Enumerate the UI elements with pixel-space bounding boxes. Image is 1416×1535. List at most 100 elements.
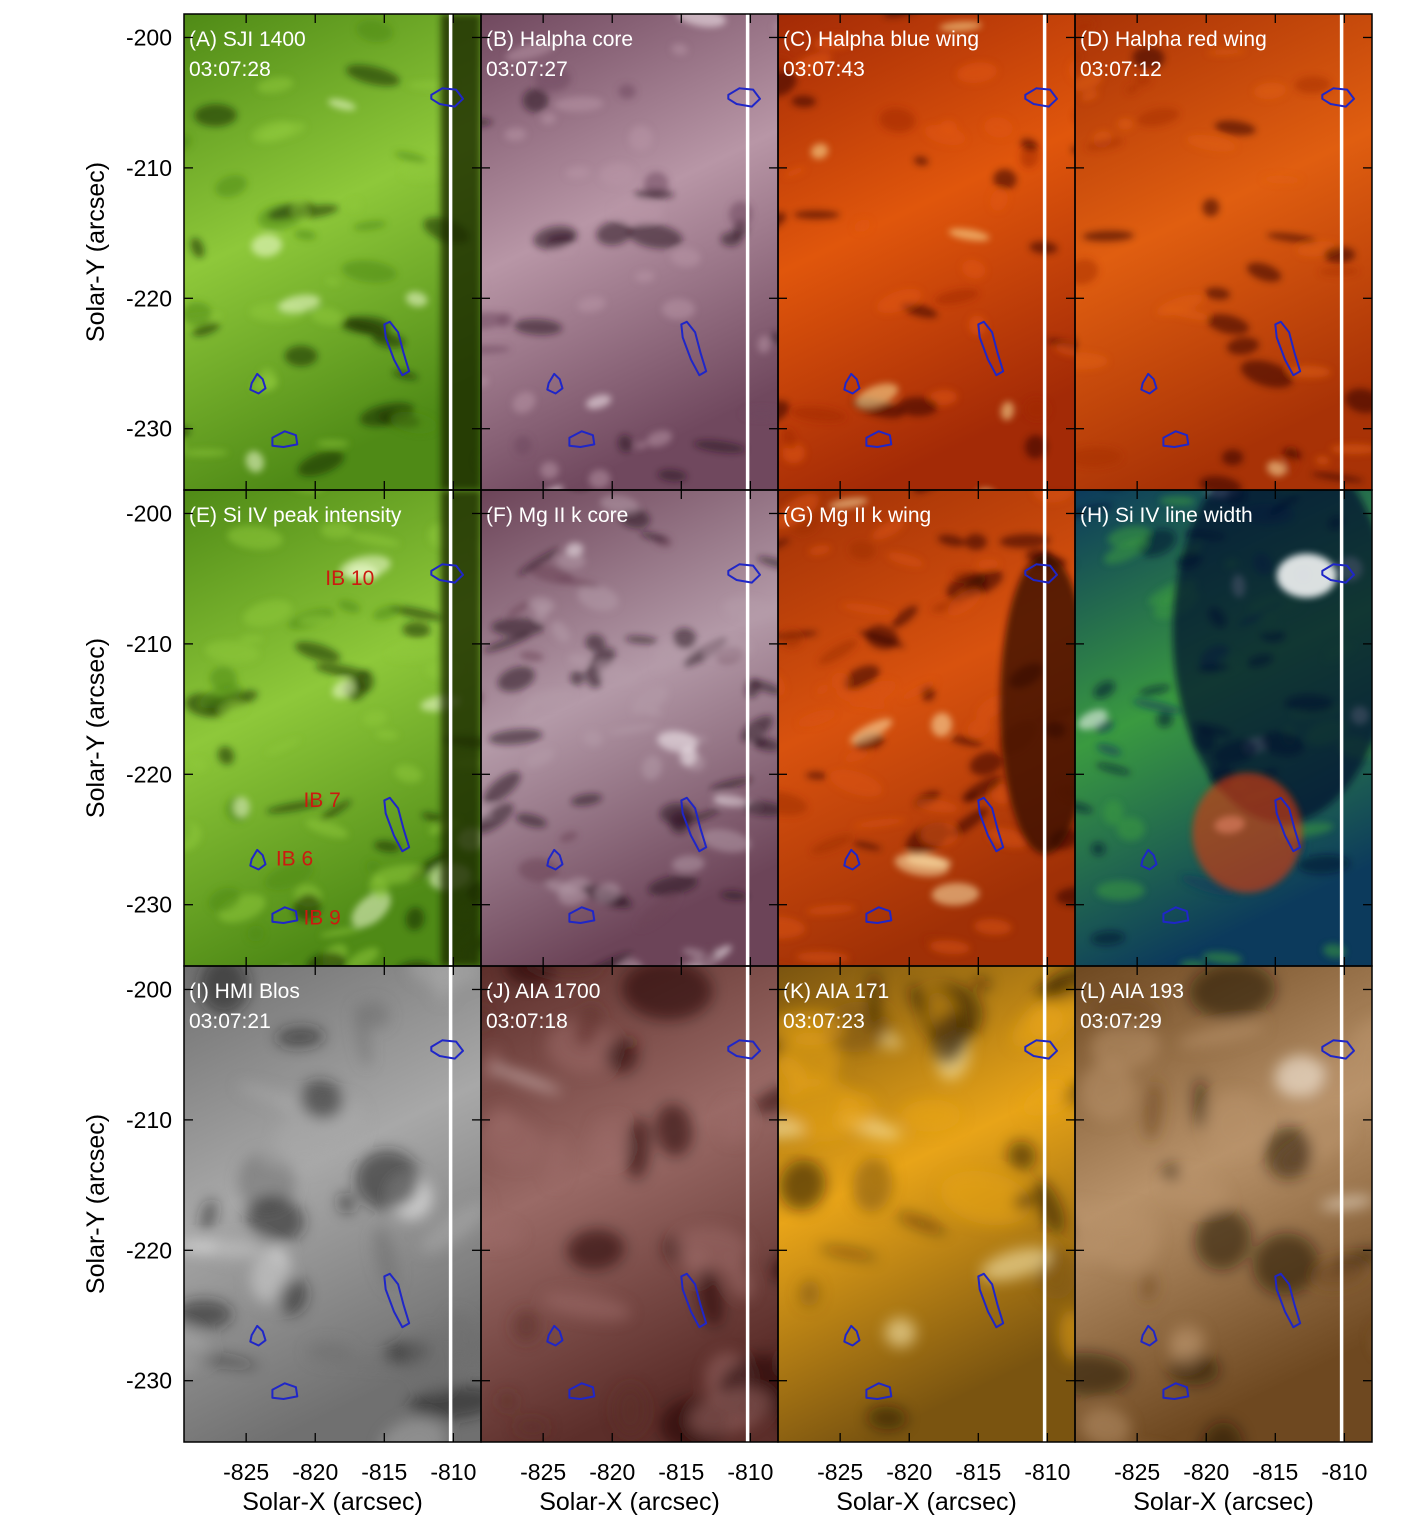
contour-ib7 <box>1274 796 1302 853</box>
x-tick-label: -815 <box>955 1459 1001 1485</box>
y-tick-label: -210 <box>126 1107 172 1133</box>
contour-ib7 <box>977 1272 1005 1329</box>
panel-time: 03:07:29 <box>1080 1010 1162 1033</box>
panel-title: (L) AIA 193 <box>1080 980 1184 1003</box>
y-tick-label: -230 <box>126 892 172 918</box>
panel-h: (H) Si IV line width <box>1075 490 1372 966</box>
panel-a: (A) SJI 1400 03:07:28 <box>184 14 481 490</box>
x-tick-label: -810 <box>1024 1459 1070 1485</box>
y-tick-label: -220 <box>126 1237 172 1263</box>
contour-ib6 <box>843 372 861 395</box>
panel-time: 03:07:28 <box>189 58 271 81</box>
contour-ib7 <box>680 320 708 377</box>
contour-ib10 <box>727 563 761 584</box>
annotation-label: IB 6 <box>276 848 313 871</box>
x-axis-label: Solar-X (arcsec) <box>1133 1488 1314 1516</box>
contour-ib6 <box>843 848 861 871</box>
y-tick-label: -210 <box>126 631 172 657</box>
panel-b: (B) Halpha core 03:07:27 <box>481 14 778 490</box>
x-tick-label: -825 <box>817 1459 863 1485</box>
contour-ib10 <box>1321 1039 1355 1060</box>
panel-texture <box>778 966 1075 1430</box>
panel-texture <box>184 966 481 1442</box>
annotation-label: IB 9 <box>303 906 340 929</box>
panel-texture <box>184 19 481 477</box>
contour-ib6 <box>1140 848 1158 871</box>
contour-ib9 <box>568 906 596 924</box>
annotation-label: IB 7 <box>303 789 340 812</box>
contour-ib10 <box>1024 1039 1058 1060</box>
contour-ib9 <box>1162 906 1190 924</box>
panel-l: (L) AIA 193 03:07:29 <box>1075 966 1372 1442</box>
panel-time: 03:07:12 <box>1080 58 1162 81</box>
contour-ib7 <box>1274 320 1302 377</box>
panel-background <box>184 14 481 490</box>
contour-ib9 <box>1162 1382 1190 1400</box>
x-tick-label: -810 <box>430 1459 476 1485</box>
contour-ib10 <box>1321 563 1355 584</box>
contour-ib6 <box>546 848 564 871</box>
contour-ib7 <box>1274 1272 1302 1329</box>
contour-ib9 <box>568 1382 596 1400</box>
contour-ib7 <box>977 796 1005 853</box>
contour-ib7 <box>383 796 411 853</box>
contour-ib10 <box>1024 87 1058 108</box>
x-axis-label: Solar-X (arcsec) <box>539 1488 720 1516</box>
contour-ib6 <box>843 1324 861 1347</box>
x-axis-label: Solar-X (arcsec) <box>836 1488 1017 1516</box>
panel-d: (D) Halpha red wing 03:07:12 <box>1075 14 1372 490</box>
panel-title: (G) Mg II k wing <box>783 504 931 527</box>
contour-ib9 <box>1162 430 1190 448</box>
panel-title: (J) AIA 1700 <box>486 980 600 1003</box>
x-tick-label: -825 <box>520 1459 566 1485</box>
panel-texture <box>778 490 1075 966</box>
panel-texture <box>1075 966 1372 1442</box>
y-tick-label: -200 <box>126 500 172 526</box>
contour-ib9 <box>568 430 596 448</box>
x-tick-label: -810 <box>1321 1459 1367 1485</box>
x-tick-label: -815 <box>361 1459 407 1485</box>
panel-time: 03:07:21 <box>189 1010 271 1033</box>
contour-ib6 <box>249 1324 267 1347</box>
panel-title: (C) Halpha blue wing <box>783 28 979 51</box>
contour-ib9 <box>271 906 299 924</box>
axes-layer: -200 -210 -220 -230 Solar-Y (arcsec) -200 -210… <box>82 13 1373 1516</box>
panel-title: (B) Halpha core <box>486 28 633 51</box>
contour-ib9 <box>271 430 299 448</box>
panel-background <box>184 490 481 966</box>
y-tick-label: -210 <box>126 155 172 181</box>
panel-texture <box>778 14 1075 490</box>
contour-ib10 <box>727 1039 761 1060</box>
panel-title: (E) Si IV peak intensity <box>189 504 402 527</box>
panel-f: (F) Mg II k core <box>481 490 778 966</box>
panel-frame <box>1074 965 1373 1443</box>
panel-time: 03:07:18 <box>486 1010 568 1033</box>
x-axis-label: Solar-X (arcsec) <box>242 1488 423 1516</box>
x-tick-label: -825 <box>223 1459 269 1485</box>
y-tick-label: -220 <box>126 761 172 787</box>
contour-ib7 <box>977 320 1005 377</box>
y-tick-label: -200 <box>126 24 172 50</box>
contour-ib10 <box>430 87 464 108</box>
y-tick-label: -230 <box>126 1368 172 1394</box>
contour-ib6 <box>1140 1324 1158 1347</box>
panel-i: (I) HMI Blos 03:07:21 <box>184 966 481 1442</box>
contour-ib10 <box>1024 563 1058 584</box>
y-axis-label: Solar-Y (arcsec) <box>82 638 110 818</box>
panel-title: (F) Mg II k core <box>486 504 628 527</box>
y-tick-label: -200 <box>126 976 172 1002</box>
y-axis-label: Solar-Y (arcsec) <box>82 162 110 342</box>
x-tick-label: -820 <box>1183 1459 1229 1485</box>
contour-ib9 <box>271 1382 299 1400</box>
panel-k: (K) AIA 171 03:07:23 <box>778 966 1075 1442</box>
panel-texture <box>481 495 778 966</box>
contour-ib9 <box>865 906 893 924</box>
panel-texture <box>481 966 778 1442</box>
contour-ib10 <box>1321 87 1355 108</box>
panel-g: (G) Mg II k wing <box>778 490 1075 966</box>
x-tick-label: -820 <box>292 1459 338 1485</box>
panel-time: 03:07:27 <box>486 58 568 81</box>
x-tick-label: -825 <box>1114 1459 1160 1485</box>
contour-ib7 <box>680 1272 708 1329</box>
